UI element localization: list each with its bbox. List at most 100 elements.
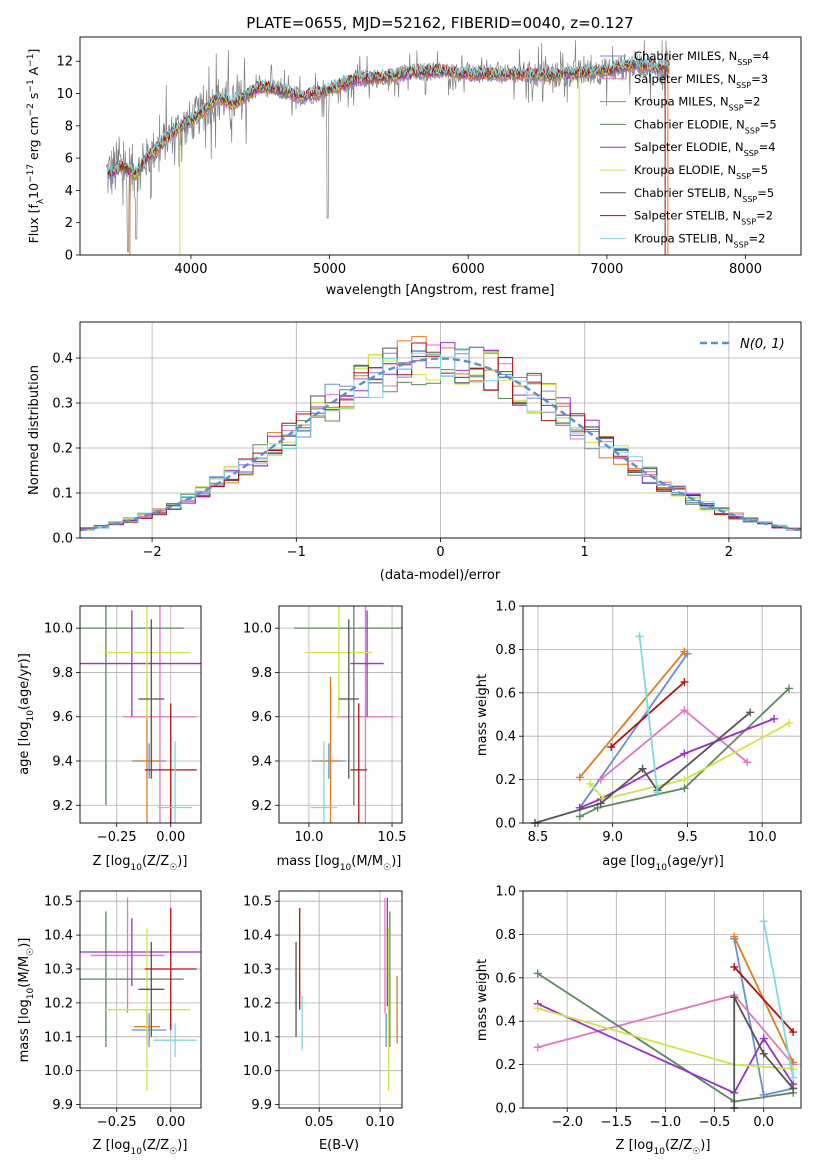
age-vs-mass-panel: 10.0 10.5 9.2 9.4 9.6 9.8 10.0 [243,605,407,845]
mass-z-xlabel: Z [log10(Z/Z☉)] [93,1138,188,1157]
weight-marker-chabrier-elodie [533,969,542,978]
x-tick-label: −0.25 [97,1115,137,1130]
legend-label-kroupa-stelib: Kroupa STELIB, NSSP=2 [634,231,765,249]
y-tick-label: 0.0 [495,817,516,832]
weight-marker-kroupa-elodie [533,1004,542,1013]
weight-marker-chabrier-stelib [759,1049,768,1058]
weight-marker-salpeter-elodie [759,1034,768,1043]
weight-marker-chabrier-elodie [680,784,689,793]
weight-marker-kroupa-miles [730,932,739,941]
y-tick-label: 10.5 [44,895,73,910]
y-tick-label: 6 [65,152,73,167]
y-tick-label: 10.3 [243,962,272,977]
age-vs-metallicity-panel: −0.25 0.00 9.2 9.4 9.6 9.8 10.0 [44,605,202,845]
histogram-step-kroupa-stelib [80,349,801,538]
y-tick-label: 0.4 [495,1015,516,1030]
weight-z-xlabel: Z [log10(Z/Z☉)] [616,1138,711,1157]
spectrum-model-line-kroupa-stelib [107,56,670,174]
weight-marker-salpeter-stelib [730,962,739,971]
legend-nssp: =4 [752,49,769,63]
mass-vs-metallicity-panel: −0.25 0.00 9.9 10.0 10.1 10.2 10.3 10.4 10.5 [44,890,202,1130]
legend-nssp: =3 [751,72,768,86]
weight-series-kroupa-stelib [638,636,659,793]
y-tick-label: 9.4 [251,755,272,770]
axes-frame [79,890,202,1109]
y-tick-label: 8 [65,119,73,134]
x-tick-label: 10.0 [748,830,777,845]
weight-z-ylabel: mass weight [475,959,490,1041]
weight-marker-kroupa-elodie [789,1064,798,1073]
y-tick-label: 10 [56,87,73,102]
weight-marker-salpeter-miles [596,775,605,784]
weight-marker-chabrier-stelib [789,1084,798,1093]
weight-age-ylabel: mass weight [475,674,490,756]
y-tick-label: 0.8 [495,928,516,943]
legend-sub: SSP [741,217,756,226]
y-tick-label: 10.4 [243,929,272,944]
x-tick-label: −2.0 [551,1115,583,1130]
x-tick-label: 10.5 [378,830,407,845]
y-tick-label: 9.2 [251,799,272,814]
axes-frame [79,605,202,824]
x-tick-label: −0.5 [699,1115,731,1130]
age-z-xlabel: Z [log10(Z/Z☉)] [93,854,188,873]
legend-label-salpeter-elodie: Salpeter ELODIE, NSSP=4 [634,140,776,158]
y-tick-label: 0 [65,249,73,264]
y-tick-label: 10.2 [44,996,73,1011]
spectrum-ylabel: Flux [fλ10−17 erg cm−2 s−1 A−1] [26,49,46,244]
y-tick-label: 0.2 [495,1058,516,1073]
weight-marker-chabrier-stelib [638,764,647,773]
y-tick-label: 12 [56,55,73,70]
spectrum-xlabel: wavelength [Angstrom, rest frame] [326,283,555,298]
y-tick-label: 0.8 [495,643,516,658]
weight-marker-salpeter-elodie [680,749,689,758]
weight-marker-kroupa-stelib [635,632,644,641]
spectrum-panel: 4000 5000 6000 7000 8000 0 2 4 6 8 10 12 Chabrier MI… [56,36,802,277]
y-tick-label: 1.0 [495,600,516,615]
axes-frame [522,890,802,1109]
legend-label-kroupa-elodie: Kroupa ELODIE, NSSP=5 [634,163,768,181]
weight-marker-salpeter-miles [680,706,689,715]
weight-series-salpeter-elodie [579,717,775,809]
x-tick-label: −1 [287,545,306,560]
y-tick-label: 1.0 [495,885,516,900]
weight-marker-salpeter-stelib [607,743,616,752]
weight-marker-kroupa-elodie [586,779,595,788]
x-tick-label: 0.0 [753,1115,774,1130]
axes-frame [278,890,403,1109]
x-tick-label: 7000 [590,262,623,277]
weight-marker-salpeter-elodie [770,714,779,723]
x-tick-label: 0.05 [305,1115,334,1130]
weight-marker-salpeter-miles [743,758,752,767]
mass-z-ylabel: mass [log10(M/M☉)] [17,938,36,1063]
x-tick-label: −0.25 [97,830,137,845]
hist-ylabel: Normed distribution [27,365,42,495]
weight-series-chabrier-stelib [733,996,794,1108]
legend-sub: SSP [745,126,760,135]
y-tick-label: 10.4 [44,929,73,944]
legend-nssp: =2 [749,231,766,245]
y-tick-label: 0.6 [495,971,516,986]
weight-vs-age-panel: 8.5 9.0 9.5 10.0 0.0 0.2 0.4 0.6 0.8 1.0 [495,600,802,845]
y-tick-label: 9.8 [251,666,272,681]
x-tick-label: 0.00 [156,830,185,845]
weight-marker-chabrier-stelib [730,993,739,1002]
hist-xlabel: (data-model)/error [380,568,501,583]
legend-nssp: =5 [757,186,774,200]
y-tick-label: 10.0 [243,622,272,637]
x-tick-label: 0.00 [156,1115,185,1130]
x-tick-label: 0.10 [366,1115,395,1130]
axes-frame [522,605,802,824]
legend-sub: SSP [744,149,759,158]
x-tick-label: −2 [143,545,162,560]
legend-sub: SSP [736,172,751,181]
weight-marker-salpeter-stelib [680,677,689,686]
mass-ebv-xlabel: E(B-V) [319,1138,359,1153]
y-tick-label: 0.1 [52,487,73,502]
legend-label-chabrier-miles: Chabrier MILES, NSSP=4 [634,49,769,67]
x-tick-label: 9.0 [602,830,623,845]
y-tick-label: 10.1 [243,1030,272,1045]
legend-label-salpeter-miles: Salpeter MILES, NSSP=3 [634,72,768,90]
x-tick-label: 10.0 [294,830,323,845]
